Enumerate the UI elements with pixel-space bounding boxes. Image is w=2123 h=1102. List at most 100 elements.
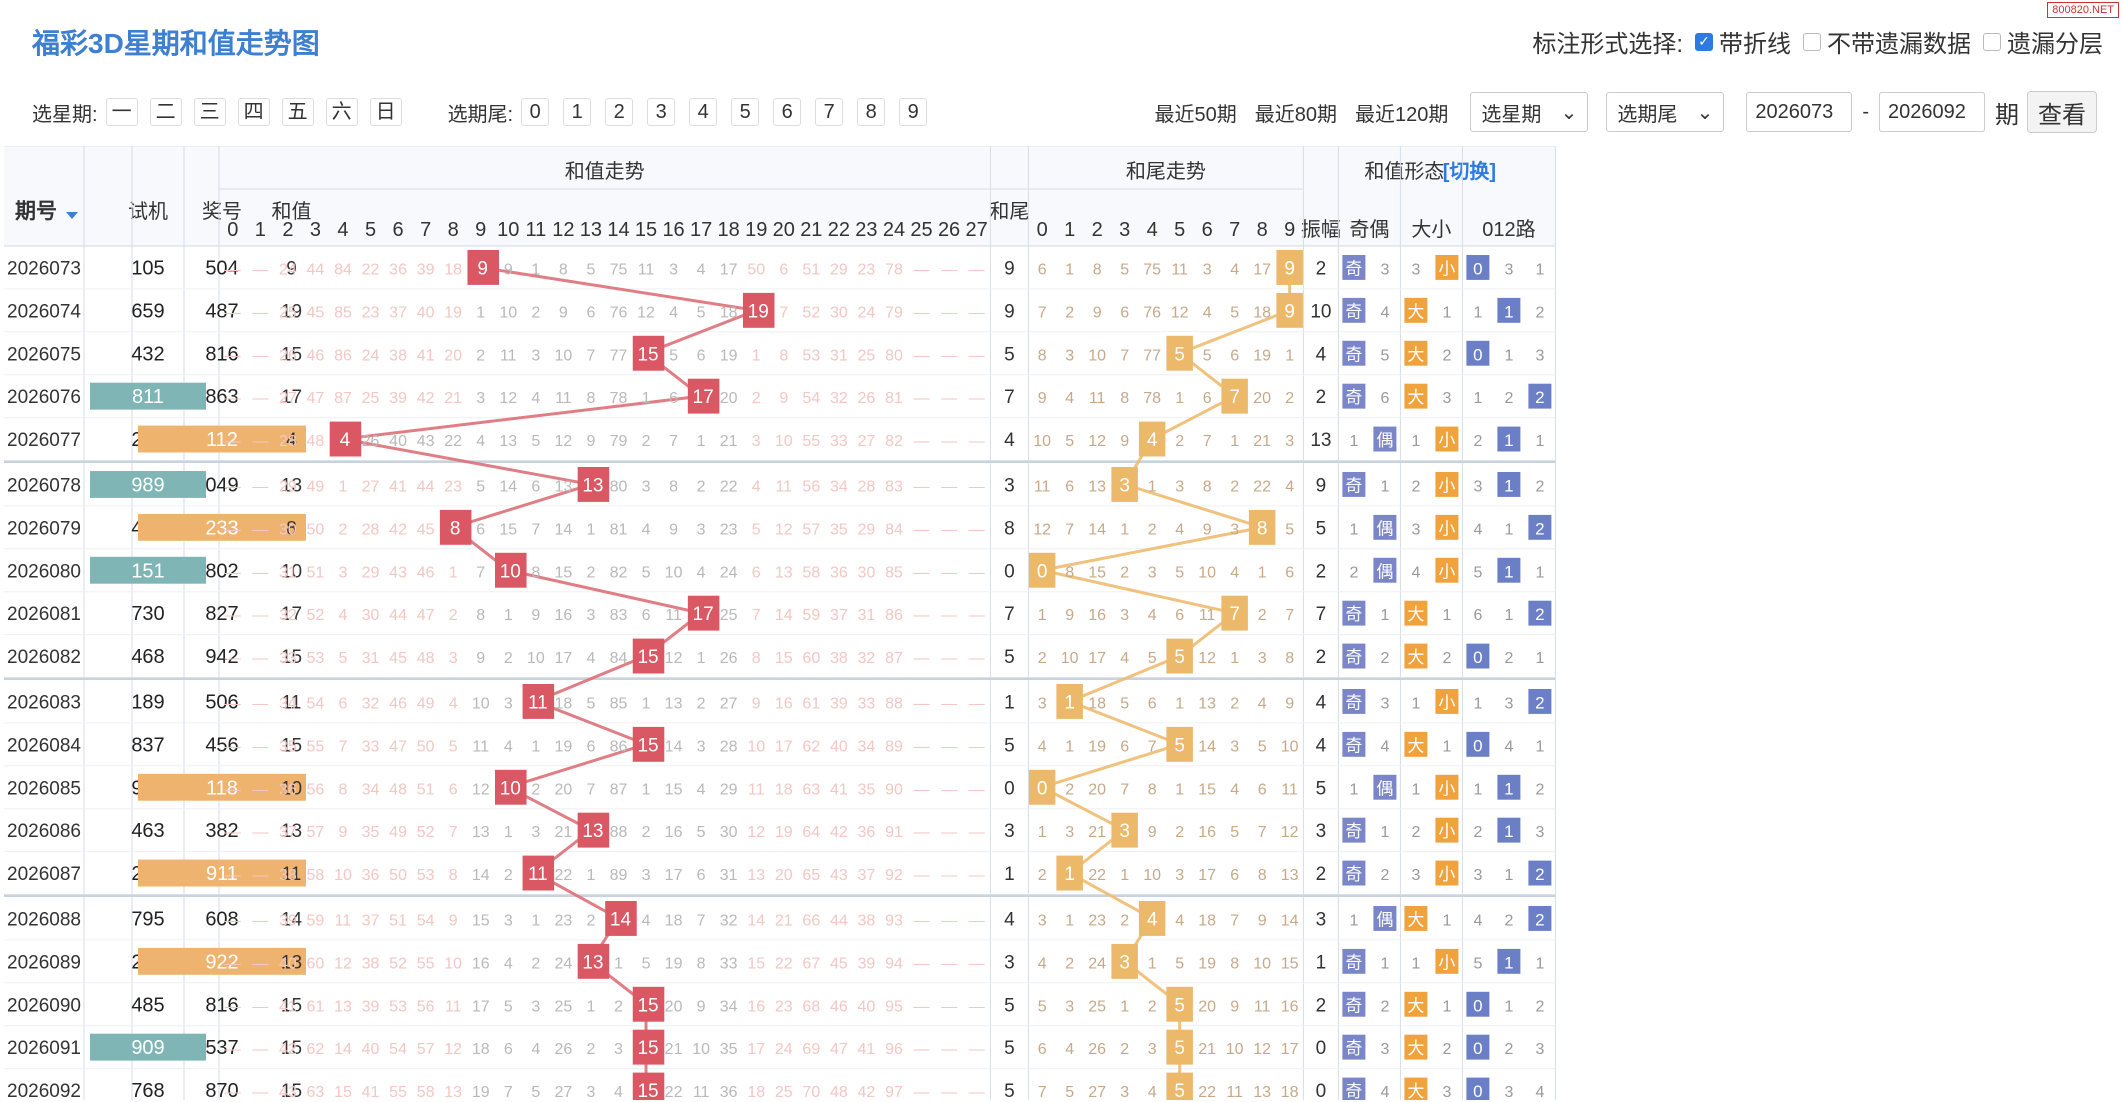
tail-miss-cell: 12 [1171,304,1189,321]
sum-miss-cell: 50 [307,521,325,538]
from-issue-input[interactable] [1746,92,1853,132]
sum-miss-cell: 56 [417,998,435,1015]
tail-6-button[interactable]: 6 [773,98,802,126]
sum-miss-cell: 48 [830,1084,848,1100]
weekday-label: 选星期: [32,103,98,126]
sum-miss-cell: 17 [747,1041,765,1058]
header-sum-col: 17 [690,219,712,241]
tail-miss-cell: 12 [1198,650,1216,667]
tail-7-button[interactable]: 7 [815,98,844,126]
tail-3-button[interactable]: 3 [647,98,676,126]
tail-8-button[interactable]: 8 [857,98,886,126]
tail-miss-cell: 9 [1065,607,1074,624]
tail-4-button[interactable]: 4 [689,98,718,126]
tail-miss-cell: 21 [1088,824,1106,841]
sum-miss-cell: 4 [504,955,513,972]
sum-miss-cell: 13 [334,998,352,1015]
recent-120-link[interactable]: 最近120期 [1354,103,1449,126]
odd-box [1342,1077,1366,1100]
sum-miss-cell: 59 [802,607,820,624]
weekday-mon-button[interactable]: 一 [105,98,138,126]
tail-cell: 7 [1004,604,1015,625]
sum-miss-cell: 37 [830,607,848,624]
checkbox-icon[interactable] [1983,32,2001,51]
tail-cell: 4 [1004,909,1015,930]
query-button[interactable]: 查看 [2027,91,2097,133]
sum-miss-cell: 66 [802,912,820,929]
recent-50-link[interactable]: 最近50期 [1154,103,1237,126]
weekday-thu-button[interactable]: 四 [237,98,270,126]
sum-miss-cell: 8 [697,955,706,972]
sum-miss-cell: 62 [307,1041,325,1058]
sum-miss-cell: 3 [504,912,513,929]
sum-miss-cell: 11 [472,738,489,755]
option-polyline[interactable]: ✓ 带折线 [1695,24,1791,59]
header-sum-col: 0 [227,219,238,241]
sum-miss-cell: 1 [531,912,540,929]
sum-miss-cell: 84 [334,261,352,278]
even-box [1373,906,1397,931]
sum-miss-cell: 2 [614,998,623,1015]
sum-miss-cell: 3 [531,998,540,1015]
sum-miss-cell: 11 [775,478,792,495]
test-cell: 189 [131,691,164,713]
sum-miss-cell: 16 [472,955,490,972]
sum-hit-label: 15 [637,647,658,668]
sum-miss-cell: 42 [830,824,848,841]
select-value: 选星期 [1481,103,1542,126]
tail-9-button[interactable]: 9 [899,98,928,126]
sum-miss-cell: 53 [307,650,325,667]
tail-0-button[interactable]: 0 [521,98,550,126]
checkbox-checked-icon[interactable]: ✓ [1695,32,1713,51]
tail-1-button[interactable]: 1 [563,98,592,126]
sum-miss-cell: 13 [747,867,765,884]
tail-hit-label: 7 [1229,387,1240,408]
small-label: 小 [1438,693,1455,712]
sum-miss-cell: 39 [830,695,848,712]
test-cell: 837 [131,734,164,756]
sum-miss-cell: 18 [747,1084,765,1100]
tail-miss-cell: 6 [1258,781,1267,798]
sum-miss-cell: 51 [417,781,435,798]
route-label: 2 [1535,910,1544,929]
sum-miss-cell: 34 [720,998,738,1015]
route-box [1466,340,1490,366]
sum-miss-cell: 1 [339,478,348,495]
test-cell: 659 [131,300,164,322]
sum-miss-cell: 11 [748,781,765,798]
amp-cell: 13 [1310,430,1331,451]
sum-miss-cell: 37 [279,824,297,841]
sum-miss-cell: 30 [362,607,380,624]
weekday-tue-button[interactable]: 二 [149,98,182,126]
tail-miss-cell: 2 [1065,955,1074,972]
tail-miss-cell: 4 [1230,261,1239,278]
tail-miss-cell: 14 [1198,738,1216,755]
checkbox-icon[interactable] [1803,32,1821,51]
tail-miss-cell: 10 [1198,564,1216,581]
sum-miss-cell: 80 [610,478,628,495]
sum-miss-cell: 4 [586,650,595,667]
tail-miss-cell: 2 [1230,478,1239,495]
tail-5-button[interactable]: 5 [731,98,760,126]
sum-miss-cell: 7 [476,564,485,581]
tail-hit-label: 4 [1147,430,1158,451]
sum-hit-label: 11 [528,864,548,885]
route-miss: 3 [1535,347,1544,364]
option-miss-layer[interactable]: 遗漏分层 [1983,24,2103,59]
odd-label: 奇 [1345,605,1362,624]
sum-miss-cell: 24 [554,955,572,972]
sum-miss-cell: 20 [665,998,683,1015]
recent-80-link[interactable]: 最近80期 [1254,103,1337,126]
weekday-sun-button[interactable]: 日 [369,98,402,126]
big-box [1404,383,1428,409]
tail-select[interactable]: 选期尾 ⌄ [1606,92,1725,132]
weekday-sat-button[interactable]: 六 [325,98,358,126]
tail-2-button[interactable]: 2 [605,98,634,126]
sum-miss-cell: 18 [554,695,572,712]
weekday-fri-button[interactable]: 五 [281,98,314,126]
weekday-select[interactable]: 选星期 ⌄ [1470,92,1589,132]
weekday-wed-button[interactable]: 三 [193,98,226,126]
option-no-miss[interactable]: 不带遗漏数据 [1803,24,1971,59]
header-sum-col: 24 [883,219,905,241]
to-issue-input[interactable] [1879,92,1985,132]
